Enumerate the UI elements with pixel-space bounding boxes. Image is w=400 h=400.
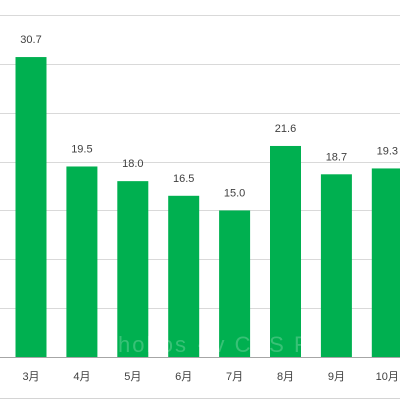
tick-label-1: 3月 bbox=[22, 371, 39, 383]
watermark: hobos · v CAS FI bbox=[118, 332, 318, 357]
data-labels: 30.7 19.5 18.0 16.5 15.0 21.6 18.7 19.3 bbox=[20, 34, 398, 199]
bar-8 bbox=[371, 168, 400, 357]
bar-1 bbox=[15, 57, 47, 357]
bar-4 bbox=[168, 195, 200, 357]
data-label-8: 19.3 bbox=[377, 145, 398, 157]
data-label-3: 18.0 bbox=[122, 158, 143, 170]
data-label-2: 19.5 bbox=[71, 143, 92, 155]
tick-label-7: 9月 bbox=[328, 371, 345, 383]
tick-label-6: 8月 bbox=[277, 371, 294, 383]
chart-bottom-border bbox=[0, 398, 400, 399]
data-label-4: 16.5 bbox=[173, 173, 194, 185]
data-label-6: 21.6 bbox=[275, 123, 296, 135]
tick-label-8: 10月 bbox=[376, 371, 399, 383]
tick-label-4: 6月 bbox=[175, 371, 192, 383]
tick-label-5: 7月 bbox=[226, 371, 243, 383]
bar-7 bbox=[320, 174, 352, 357]
bar-3 bbox=[117, 181, 149, 357]
bar-2 bbox=[66, 166, 98, 357]
tick-label-3: 5月 bbox=[124, 371, 141, 383]
data-label-7: 18.7 bbox=[326, 151, 347, 163]
x-axis-tick-labels: 3月 4月 5月 6月 7月 8月 9月 10月 bbox=[22, 371, 398, 383]
data-label-5: 15.0 bbox=[224, 187, 245, 199]
tick-label-2: 4月 bbox=[73, 371, 90, 383]
bars bbox=[15, 57, 400, 357]
data-label-1: 30.7 bbox=[20, 34, 41, 46]
bar-5 bbox=[219, 210, 251, 357]
bar-6 bbox=[270, 145, 301, 357]
